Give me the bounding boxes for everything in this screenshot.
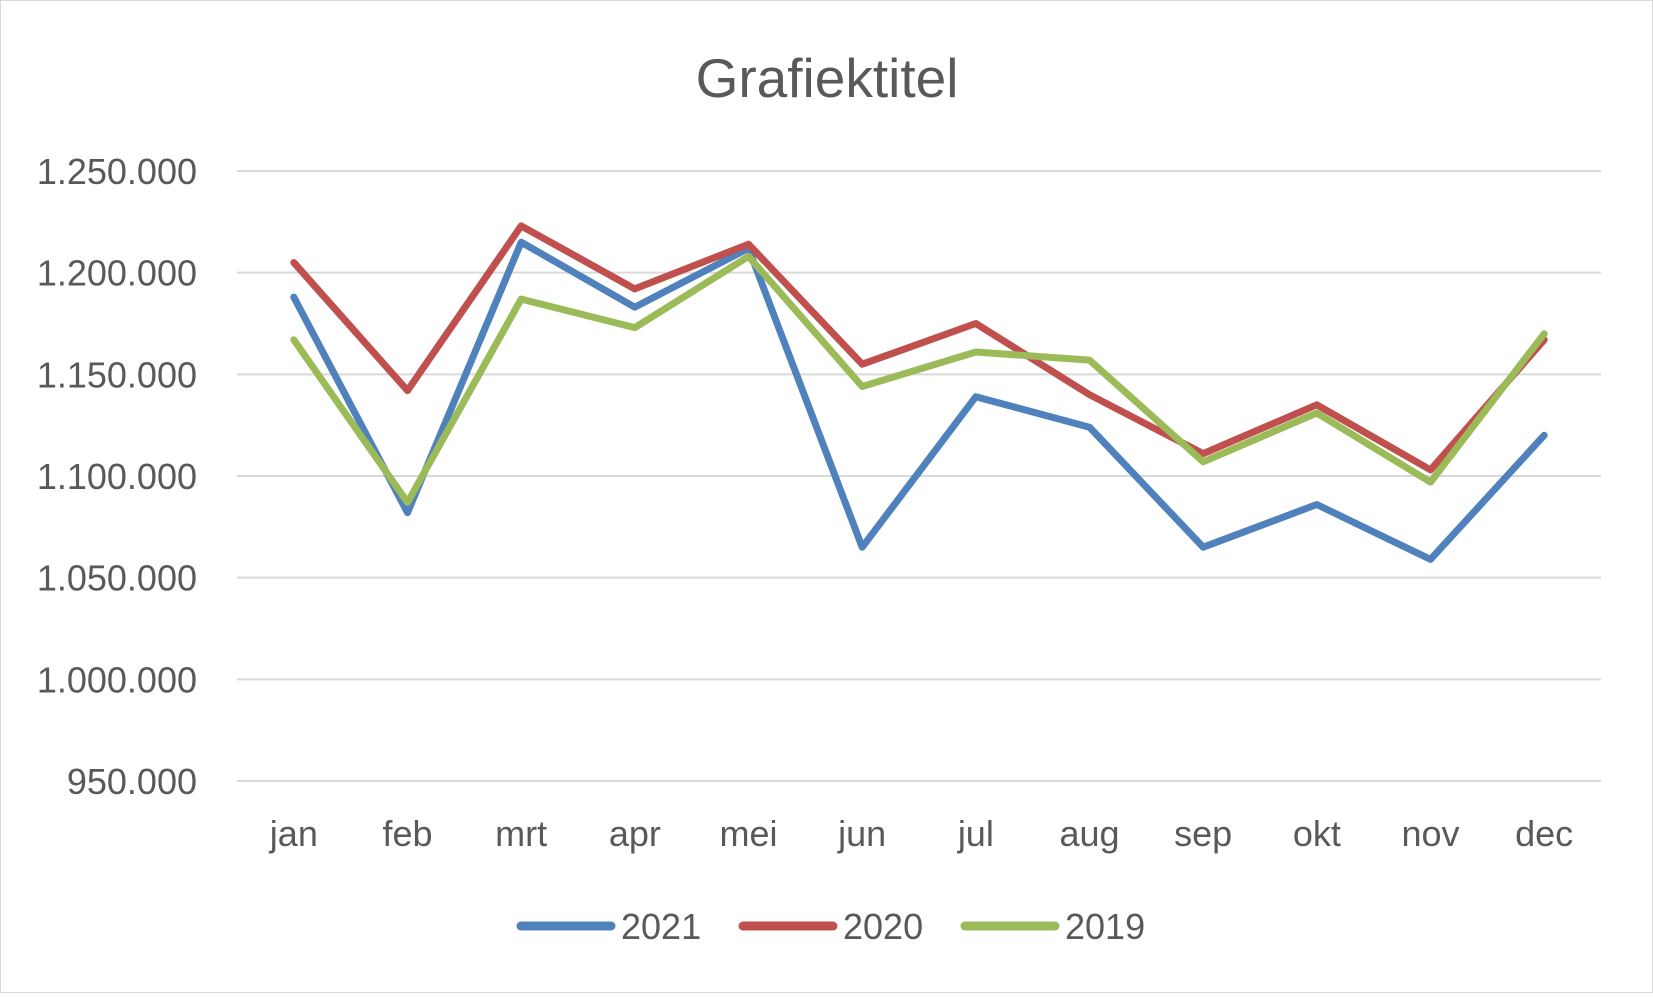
x-tick-label: sep <box>1174 813 1232 854</box>
chart-title: Grafiektitel <box>696 47 959 109</box>
x-tick-label: nov <box>1401 813 1459 854</box>
legend-label-2021: 2021 <box>621 906 701 947</box>
series-line-2019 <box>290 252 1548 506</box>
series-line-2021 <box>290 238 1548 563</box>
y-tick-label: 1.150.000 <box>37 354 197 395</box>
x-tick-label: jul <box>957 813 994 854</box>
legend: 2021 2020 2019 <box>516 906 1145 947</box>
series-line-2020 <box>290 222 1548 474</box>
x-tick-label: okt <box>1293 813 1341 854</box>
legend-label-2020: 2020 <box>843 906 923 947</box>
x-axis-labels: jan feb mrt apr mei jun jul aug sep okt nov dec <box>269 813 1573 854</box>
series-lines <box>290 222 1548 563</box>
x-tick-label: dec <box>1515 813 1573 854</box>
x-tick-label: apr <box>609 813 661 854</box>
y-axis-labels: 950.000 1.000.000 1.050.000 1.100.000 1.150.… <box>37 151 197 802</box>
y-tick-label: 950.000 <box>67 761 197 802</box>
x-tick-label: feb <box>382 813 432 854</box>
legend-label-2019: 2019 <box>1065 906 1145 947</box>
x-tick-label: mei <box>719 813 777 854</box>
x-tick-label: aug <box>1059 813 1119 854</box>
y-tick-label: 1.250.000 <box>37 151 197 192</box>
x-tick-label: jun <box>837 813 886 854</box>
y-tick-label: 1.050.000 <box>37 558 197 599</box>
y-tick-label: 1.000.000 <box>37 659 197 700</box>
y-tick-label: 1.100.000 <box>37 456 197 497</box>
x-tick-label: mrt <box>495 813 547 854</box>
y-tick-label: 1.200.000 <box>37 253 197 294</box>
x-tick-label: jan <box>269 813 318 854</box>
